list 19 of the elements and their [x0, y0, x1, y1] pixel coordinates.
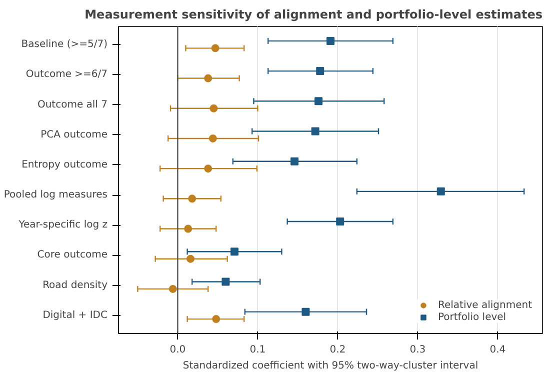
y-tick-label: Year-specific log z [18, 220, 108, 231]
x-tick-label: 0.2 [330, 344, 346, 356]
x-tick-label: 0.4 [490, 344, 506, 356]
x-axis-title: Standardized coefficient with 95% two-way-cluster interval [182, 360, 478, 372]
y-tick-label: PCA outcome [40, 129, 108, 140]
legend-label: Portfolio level [438, 311, 506, 323]
x-tick-label: 0.1 [250, 344, 266, 356]
y-tick-label: Outcome >=6/7 [26, 69, 108, 80]
legend-label: Relative alignment [438, 299, 532, 311]
y-tick-label: Road density [42, 280, 108, 291]
x-tick-label: 0.3 [410, 344, 426, 356]
y-tick-label: Core outcome [37, 250, 108, 261]
y-tick-label: Outcome all 7 [37, 99, 108, 110]
y-tick-label: Digital + IDC [42, 310, 108, 321]
x-tick-label: 0.0 [170, 344, 186, 356]
chart-title: Measurement sensitivity of alignment and portfolio-level estimates [84, 8, 543, 22]
y-tick-label: Pooled log measures [4, 190, 108, 201]
y-tick-label: Entropy outcome [22, 159, 108, 170]
y-tick-label: Baseline (>=5/7) [21, 39, 108, 50]
